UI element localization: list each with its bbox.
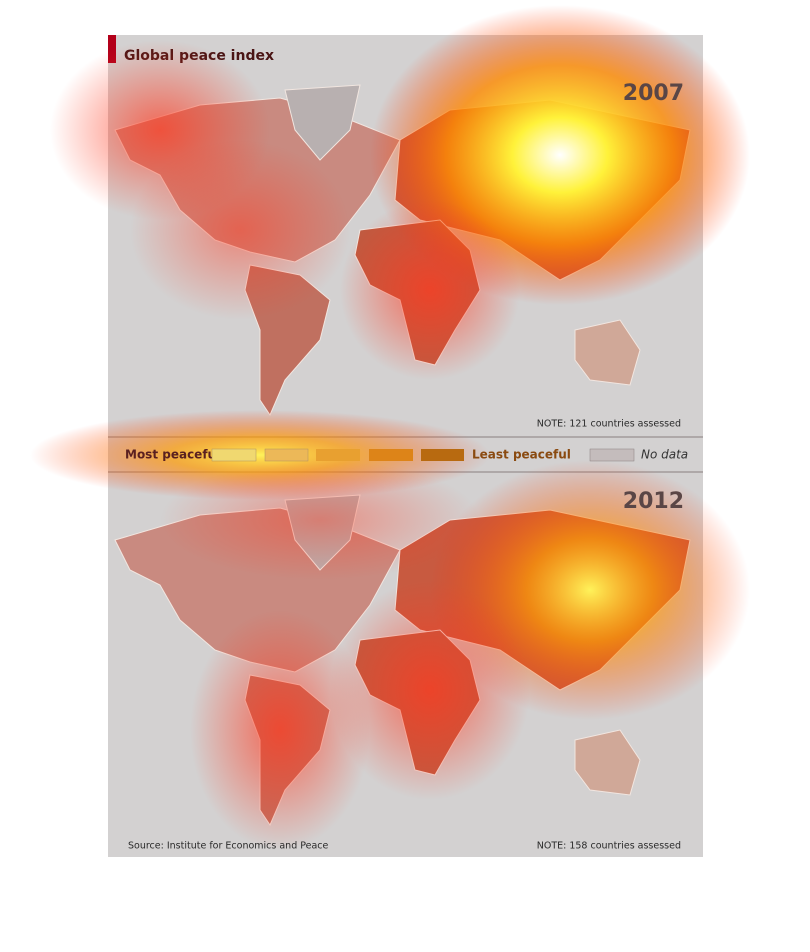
legend-low: Most peaceful <box>125 448 220 462</box>
legend-swatch <box>369 449 413 461</box>
note: NOTE: 158 countries assessed <box>537 841 681 852</box>
note: NOTE: 121 countries assessed <box>537 419 681 430</box>
legend-swatch <box>589 448 635 462</box>
legend-none: No data <box>641 448 688 462</box>
title-bar <box>108 35 116 63</box>
legend-swatch <box>211 448 257 462</box>
map-2007 <box>50 5 750 416</box>
legend-swatch <box>264 448 309 462</box>
legend-high: Least peaceful <box>472 448 571 462</box>
source: Source: Institute for Economics and Peac… <box>128 841 329 852</box>
map-2012 <box>114 460 750 850</box>
legend-swatch <box>316 449 360 461</box>
legend-swatch <box>421 449 464 461</box>
year: 2007 <box>623 81 684 106</box>
year: 2012 <box>623 489 684 514</box>
